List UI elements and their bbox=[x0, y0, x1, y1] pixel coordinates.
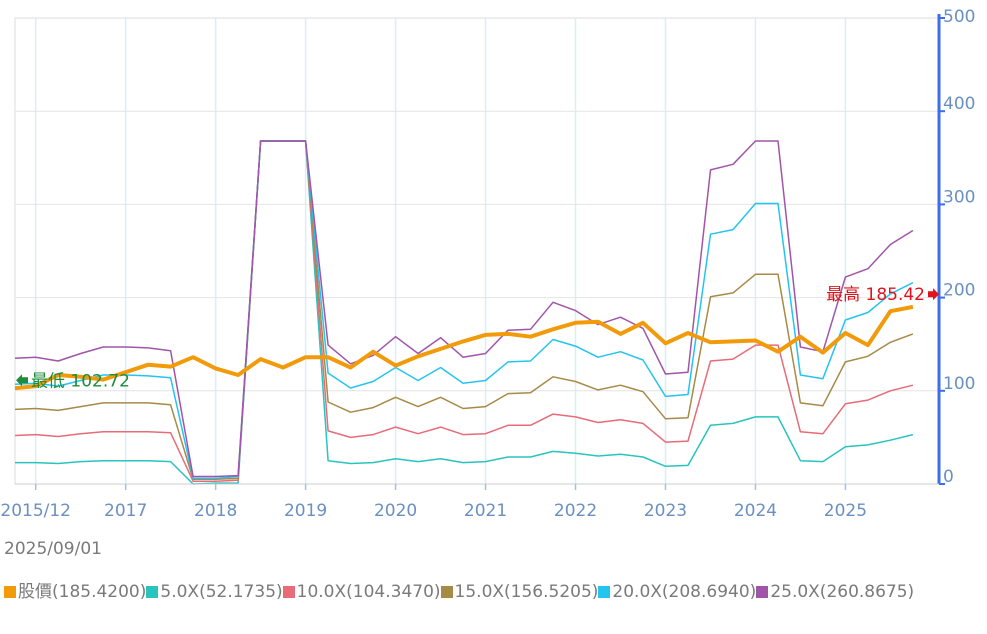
high-label: 最高 185.42 bbox=[826, 285, 925, 305]
x-tick-label: 2021 bbox=[464, 501, 507, 521]
grid bbox=[14, 17, 940, 485]
low-label: 最低 102.72 bbox=[31, 371, 130, 391]
x-tick-label: 2018 bbox=[194, 501, 237, 521]
legend-swatch bbox=[756, 586, 769, 598]
plot-frame bbox=[14, 17, 940, 485]
legend-swatch bbox=[4, 586, 16, 598]
y-tick-label: 100 bbox=[943, 374, 975, 394]
legend-label: 20.0X(208.6940) bbox=[612, 582, 757, 602]
legend: 股價(185.4200) 5.0X(52.1735) 10.0X(104.3470)… bbox=[4, 579, 979, 605]
legend-item-x15[interactable]: 15.0X(156.5205) bbox=[440, 579, 599, 605]
axes bbox=[15, 14, 945, 490]
chart-date: 2025/09/01 bbox=[4, 539, 102, 559]
x-tick-label: 2023 bbox=[644, 501, 687, 521]
legend-swatch bbox=[282, 586, 295, 598]
legend-item-x5[interactable]: 5.0X(52.1735) bbox=[146, 579, 283, 605]
legend-swatch bbox=[598, 586, 611, 598]
series-lines bbox=[14, 140, 914, 485]
x-tick-label: 2024 bbox=[734, 501, 777, 521]
legend-swatch bbox=[440, 586, 453, 598]
x-tick-label: 2015/12 bbox=[0, 501, 71, 521]
legend-label: 25.0X(260.8675) bbox=[770, 582, 915, 602]
x-tick-label: 2025 bbox=[824, 501, 867, 521]
legend-item-x20[interactable]: 20.0X(208.6940) bbox=[598, 579, 756, 605]
legend-label: 5.0X(52.1735) bbox=[160, 582, 283, 602]
y-tick-label: 200 bbox=[943, 281, 975, 301]
series-line-x15 bbox=[14, 140, 914, 481]
series-line-x10 bbox=[14, 140, 914, 482]
legend-label: 10.0X(104.3470) bbox=[296, 582, 441, 602]
y-tick-label: 0 bbox=[943, 467, 954, 487]
y-tick-label: 500 bbox=[943, 7, 975, 27]
pe-band-chart: 0 100 200 300 400 500 2015/12 2017 2018 2019 2020 2… bbox=[0, 7, 975, 521]
tick-labels: 0 100 200 300 400 500 2015/12 2017 2018 2019 2020 2… bbox=[0, 7, 975, 521]
y-tick-label: 300 bbox=[943, 187, 975, 207]
series-line-x20 bbox=[14, 140, 914, 480]
legend-swatch bbox=[146, 586, 159, 598]
legend-label: 股價(185.4200) bbox=[18, 582, 147, 602]
x-tick-label: 2017 bbox=[104, 501, 147, 521]
y-tick-label: 400 bbox=[943, 94, 975, 114]
high-arrow-icon bbox=[928, 288, 939, 301]
legend-item-x25[interactable]: 25.0X(260.8675) bbox=[756, 579, 914, 605]
x-tick-label: 2022 bbox=[554, 501, 597, 521]
legend-item-price[interactable]: 股價(185.4200) bbox=[4, 579, 146, 605]
low-arrow-icon bbox=[16, 374, 28, 387]
x-tick-label: 2020 bbox=[374, 501, 417, 521]
series-line-price bbox=[14, 304, 914, 391]
legend-item-x10[interactable]: 10.0X(104.3470) bbox=[282, 579, 441, 605]
legend-label: 15.0X(156.5205) bbox=[454, 582, 599, 602]
series-line-x5 bbox=[15, 140, 914, 485]
series-line-x25 bbox=[14, 140, 914, 478]
annotations: 最低 102.72 最高 185.42 bbox=[16, 285, 939, 391]
x-tick-label: 2019 bbox=[284, 501, 327, 521]
